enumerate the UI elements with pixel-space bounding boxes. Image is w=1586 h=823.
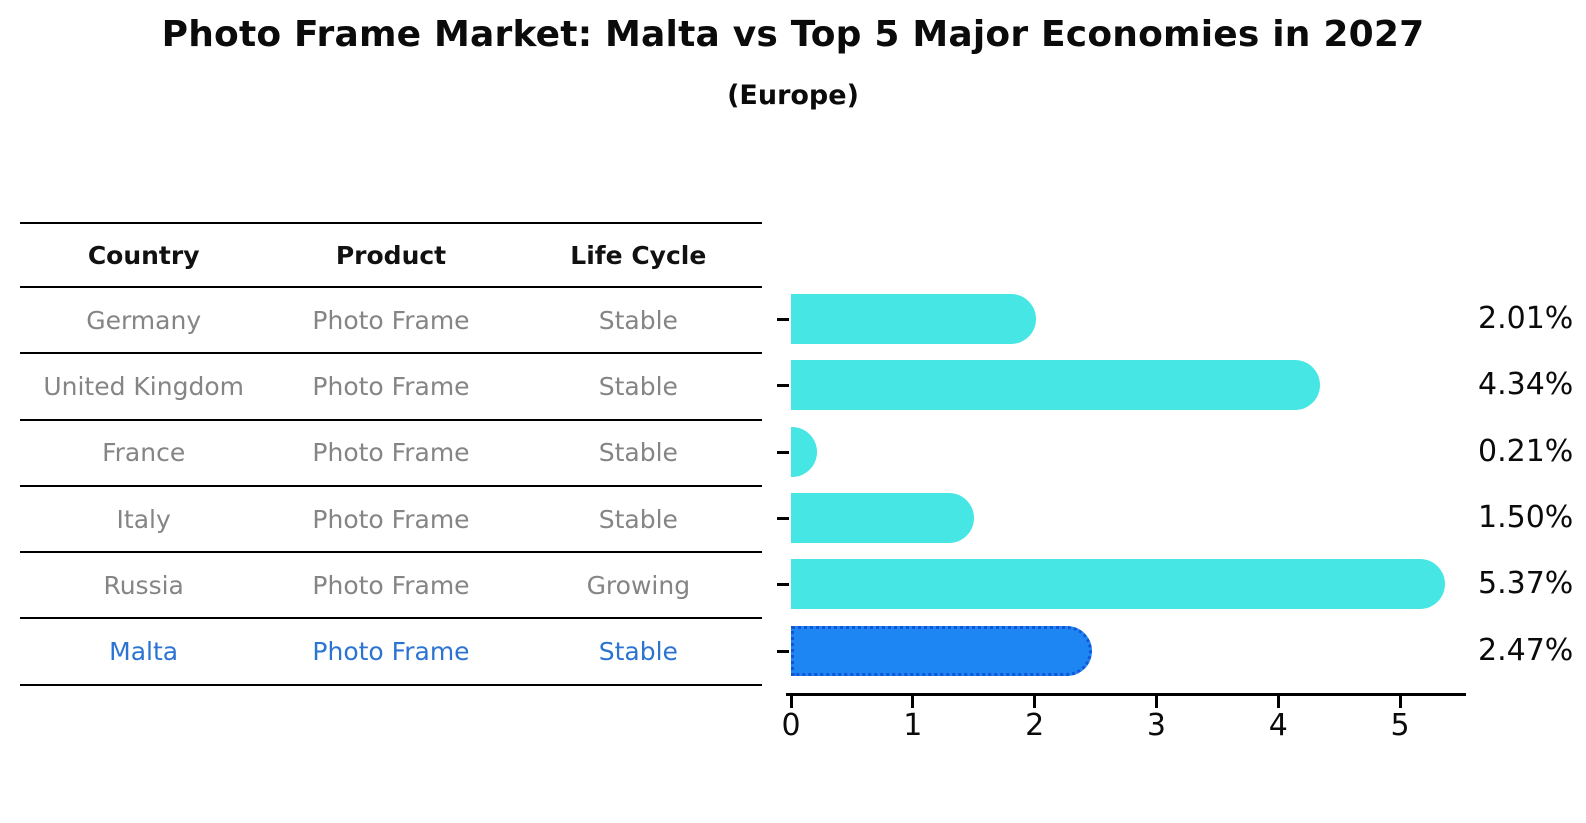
x-axis-tick (1398, 696, 1402, 708)
life-cycle-cell: Stable (598, 305, 678, 335)
x-axis-line (786, 693, 1466, 696)
value-label-france: 0.21% (1478, 433, 1574, 469)
value-label-italy: 1.50% (1478, 499, 1574, 535)
chart-title: Photo Frame Market: Malta vs Top 5 Major… (161, 14, 1425, 55)
country-cell: Italy (116, 504, 171, 534)
life-cycle-cell: Stable (598, 438, 678, 468)
value-label-malta: 2.47% (1478, 632, 1574, 668)
y-axis-tick (777, 450, 789, 454)
product-cell: Photo Frame (312, 637, 470, 667)
x-axis-tick (1154, 696, 1158, 708)
column-header-country: Country (87, 240, 200, 270)
life-cycle-cell: Stable (598, 504, 678, 534)
product-cell: Photo Frame (312, 438, 470, 468)
column-header-life-cycle: Life Cycle (570, 240, 707, 270)
y-axis-tick (777, 384, 789, 388)
table-row-italy: Italy Photo Frame Stable (20, 487, 762, 554)
product-cell: Photo Frame (312, 305, 470, 335)
value-label-united-kingdom: 4.34% (1478, 367, 1574, 403)
country-cell: Malta (109, 637, 179, 667)
x-tick-label-4: 4 (1268, 708, 1288, 743)
chart-subtitle: (Europe) (727, 80, 859, 111)
table-row-malta: Malta Photo Frame Stable (20, 619, 762, 683)
x-axis-tick (911, 696, 915, 708)
bar-germany (791, 294, 1036, 344)
y-axis-tick (777, 318, 789, 321)
y-axis-tick (777, 649, 789, 653)
value-label-germany: 2.01% (1478, 301, 1574, 336)
table-row-united-kingdom: United Kingdom Photo Frame Stable (20, 354, 762, 421)
column-header-product: Product (335, 240, 447, 270)
bar-russia (791, 559, 1446, 610)
bar-united-kingdom (791, 360, 1320, 411)
country-table: Country Product Life Cycle Germany Photo … (20, 222, 762, 686)
y-axis-tick (777, 583, 789, 587)
table-header-row: Country Product Life Cycle (20, 224, 762, 288)
x-axis-tick (1033, 696, 1037, 708)
bar-france (791, 426, 817, 477)
country-cell: Germany (86, 305, 202, 335)
x-tick-label-5: 5 (1390, 708, 1410, 743)
country-cell: France (102, 438, 186, 468)
life-cycle-cell: Stable (598, 371, 678, 401)
life-cycle-cell: Stable (598, 637, 678, 667)
table-row-germany: Germany Photo Frame Stable (20, 288, 762, 355)
table-row-france: France Photo Frame Stable (20, 421, 762, 487)
y-axis-tick (777, 516, 789, 520)
x-axis-tick (789, 696, 793, 708)
bar-malta (791, 625, 1092, 676)
product-cell: Photo Frame (312, 570, 470, 600)
table-row-russia: Russia Photo Frame Growing (20, 553, 762, 620)
x-tick-label-0: 0 (781, 708, 801, 743)
x-tick-label-3: 3 (1146, 708, 1166, 743)
product-cell: Photo Frame (312, 371, 470, 401)
x-tick-label-1: 1 (903, 708, 923, 743)
country-cell: Russia (103, 570, 184, 600)
x-tick-label-2: 2 (1025, 708, 1045, 743)
value-label-russia: 5.37% (1478, 566, 1574, 602)
x-axis-tick (1276, 696, 1280, 708)
life-cycle-cell: Growing (586, 570, 691, 600)
product-cell: Photo Frame (312, 504, 470, 534)
country-cell: United Kingdom (43, 371, 244, 401)
bar-italy (791, 492, 974, 543)
